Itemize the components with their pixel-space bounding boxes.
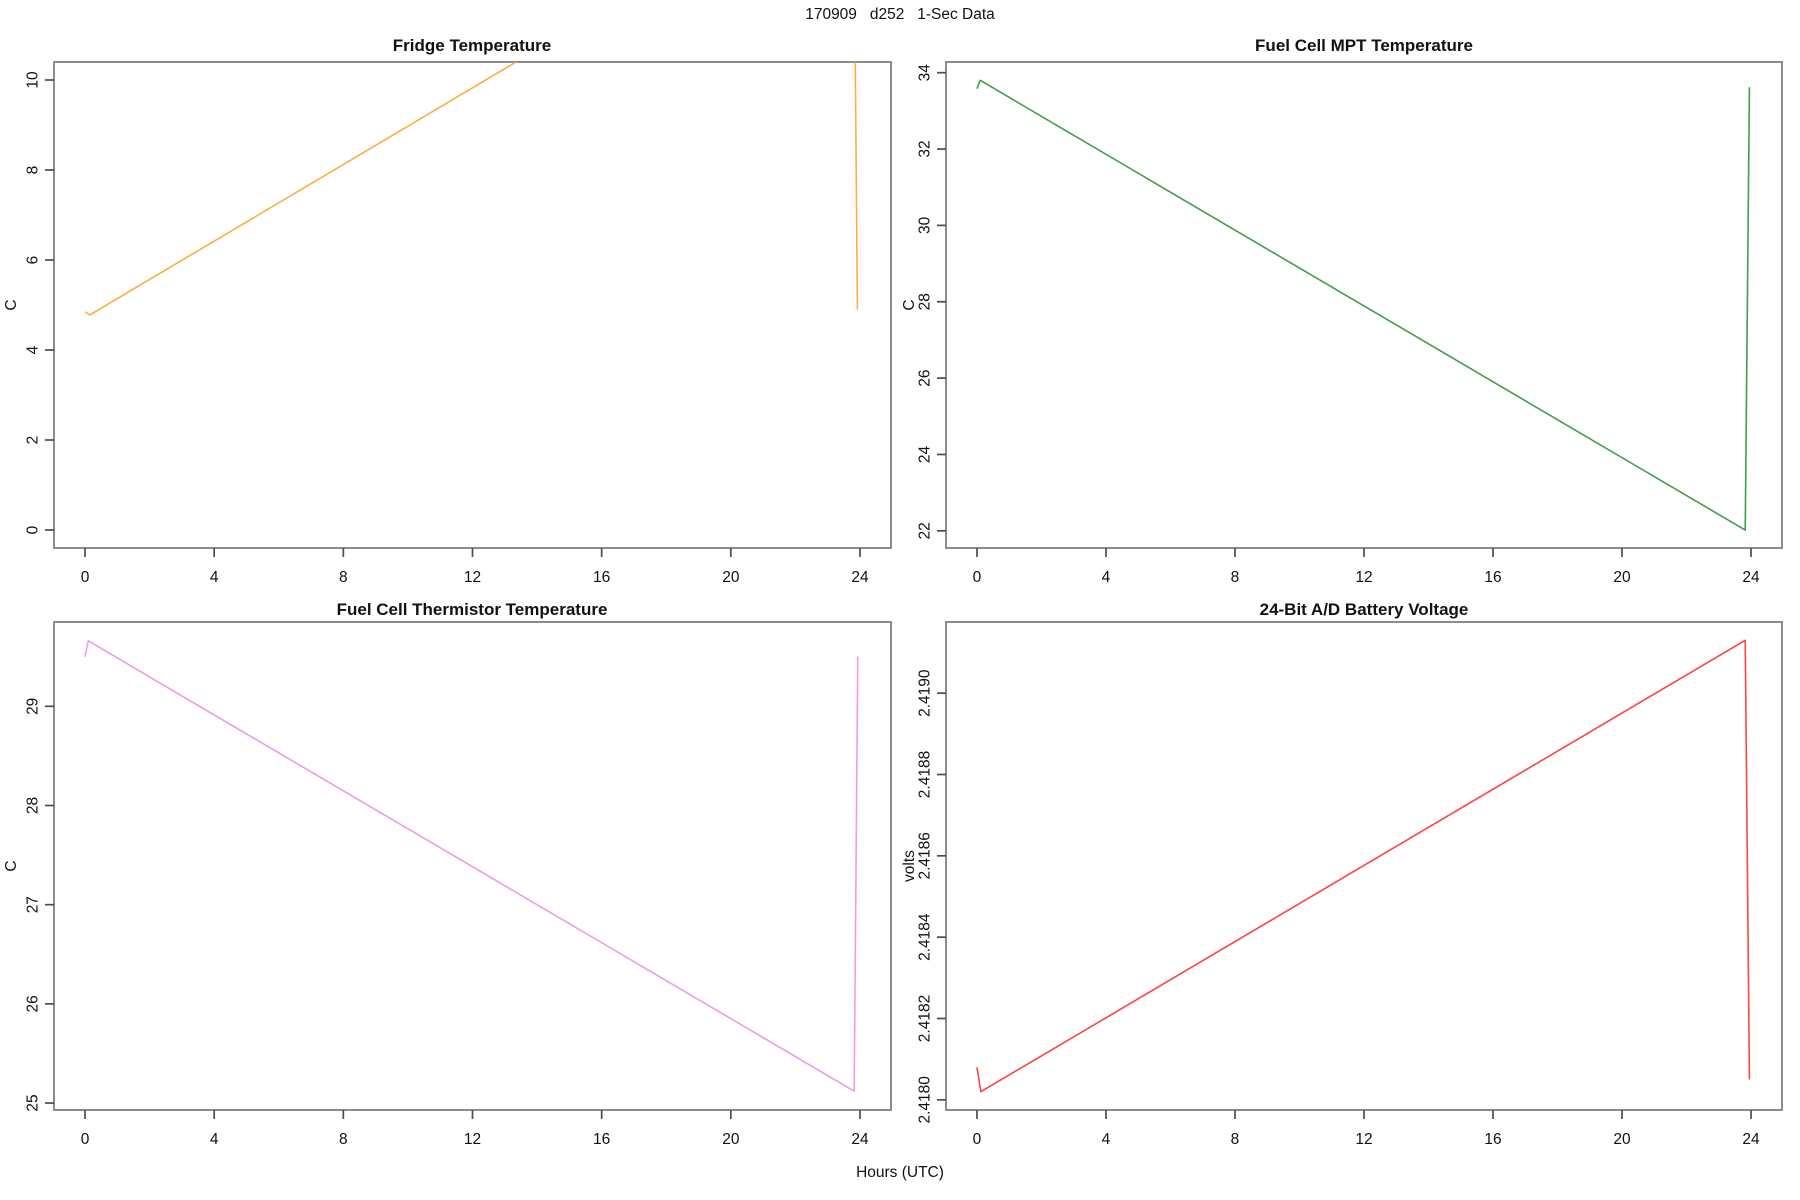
y-tick-label: 27 <box>24 896 41 913</box>
plot-area-mpt: 0 4 8 12 16 20 24 22 24 26 28 30 32 34 <box>916 61 1783 586</box>
x-tick-label: 24 <box>851 1131 869 1148</box>
x-tick-label: 12 <box>1355 1131 1372 1148</box>
plot-box <box>945 61 1783 549</box>
y-tick-label: 30 <box>916 216 933 234</box>
panel-battery-voltage: 24-Bit A/D Battery Voltage volts 0 4 8 12 16… <box>900 592 1800 1162</box>
series-line <box>84 640 859 1092</box>
plot-title: Fridge Temperature <box>392 36 552 55</box>
y-tick-label: 2 <box>24 436 41 445</box>
plot-area-thermistor: 0 4 8 12 16 20 24 25 26 27 28 29 <box>24 621 892 1148</box>
x-tick-label: 16 <box>593 1131 610 1148</box>
x-tick-label: 4 <box>210 569 219 586</box>
y-tick-label: 34 <box>916 64 933 82</box>
x-tick-label: 8 <box>1231 1131 1240 1148</box>
x-axis-label: Hours (UTC) <box>856 1164 944 1181</box>
y-tick-label: 28 <box>916 293 933 310</box>
y-tick-label: 26 <box>24 995 41 1012</box>
x-tick-label: 12 <box>464 569 481 586</box>
x-tick-label: 0 <box>81 1131 90 1148</box>
x-tick-label: 24 <box>851 569 869 586</box>
x-tick-label: 16 <box>1484 569 1501 586</box>
panel-fuel-cell-thermistor-temperature: Fuel Cell Thermistor Temperature C 0 4 8 12… <box>0 592 900 1162</box>
plot-title: Fuel Cell MPT Temperature <box>1255 36 1473 55</box>
plot-title: Fuel Cell Thermistor Temperature <box>336 600 608 619</box>
y-tick-label: 4 <box>24 345 41 354</box>
y-tick-label: 10 <box>24 71 41 89</box>
y-tick-label: 29 <box>24 698 41 715</box>
x-tick-label: 20 <box>1613 569 1631 586</box>
y-tick-label: 2.4186 <box>916 832 933 879</box>
y-tick-label: 28 <box>24 797 41 814</box>
x-tick-label: 20 <box>1613 1131 1631 1148</box>
panel-fridge-temperature: Fridge Temperature C 0 4 8 12 16 20 24 0 2 4 6 8 10 <box>0 30 900 600</box>
y-tick-label: 32 <box>916 140 933 157</box>
x-tick-label: 8 <box>339 1131 348 1148</box>
x-tick-label: 0 <box>81 569 90 586</box>
x-tick-label: 16 <box>593 569 610 586</box>
y-tick-label: 8 <box>24 166 41 175</box>
series-line <box>976 639 1751 1093</box>
y-tick-label: 2.4184 <box>916 913 933 961</box>
plot-box <box>53 61 892 549</box>
x-tick-label: 4 <box>1102 1131 1111 1148</box>
x-tick-label: 24 <box>1742 1131 1760 1148</box>
x-tick-label: 8 <box>339 569 348 586</box>
x-tick-label: 16 <box>1484 1131 1501 1148</box>
y-tick-label: 2.4182 <box>916 995 933 1042</box>
y-tick-label: 26 <box>916 369 933 386</box>
x-tick-label: 20 <box>722 1131 740 1148</box>
x-tick-label: 24 <box>1742 569 1760 586</box>
series-line <box>976 79 1751 531</box>
series-line <box>84 62 859 316</box>
y-tick-label: 2.4188 <box>916 751 933 798</box>
x-tick-label: 0 <box>973 1131 982 1148</box>
x-tick-label: 4 <box>210 1131 219 1148</box>
y-tick-label: 0 <box>24 525 41 534</box>
plot-title: 24-Bit A/D Battery Voltage <box>1259 600 1469 619</box>
plot-area-battery: 0 4 8 12 16 20 24 2.4180 2.4182 2.4184 2.4186 2.418… <box>916 621 1783 1148</box>
x-tick-label: 12 <box>464 1131 481 1148</box>
x-tick-label: 12 <box>1355 569 1372 586</box>
x-tick-label: 8 <box>1231 569 1240 586</box>
y-tick-label: 2.4180 <box>916 1076 933 1124</box>
y-tick-label: 25 <box>24 1094 41 1111</box>
x-tick-label: 20 <box>722 569 740 586</box>
y-tick-label: 24 <box>916 445 933 463</box>
figure-title: 170909 d252 1-Sec Data <box>805 6 995 23</box>
x-tick-label: 4 <box>1102 569 1111 586</box>
panel-fuel-cell-mpt-temperature: Fuel Cell MPT Temperature C 0 4 8 12 16 20 24 2… <box>900 30 1800 600</box>
x-tick-label: 0 <box>973 569 982 586</box>
y-tick-label: 6 <box>24 256 41 265</box>
y-tick-label: 2.4190 <box>916 669 933 717</box>
y-tick-label: 22 <box>916 522 933 539</box>
